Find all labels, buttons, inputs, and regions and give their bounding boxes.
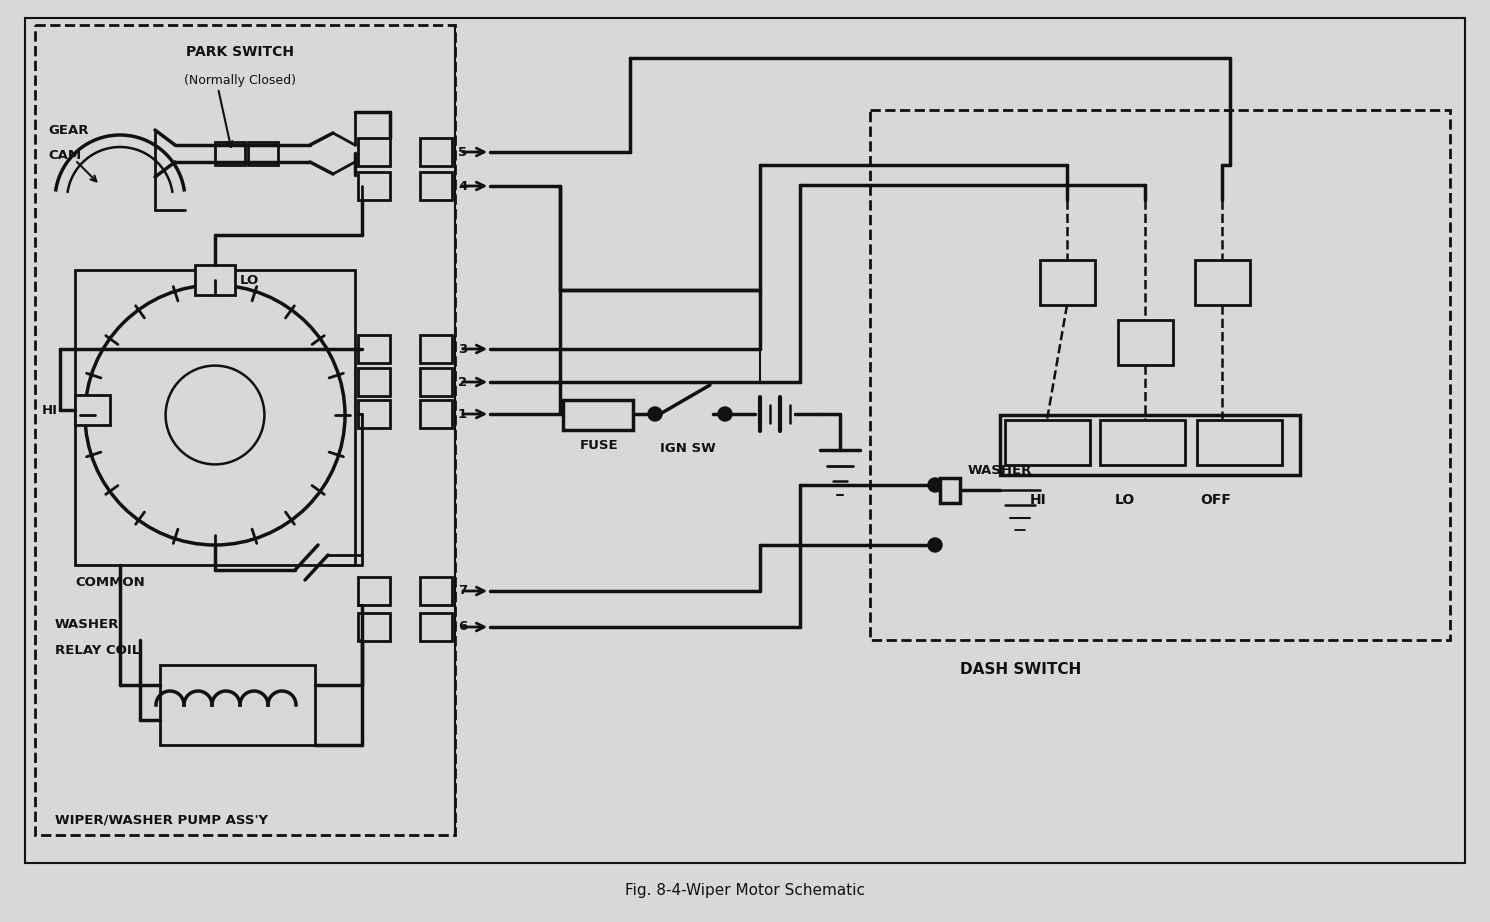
Text: HI: HI — [42, 404, 58, 417]
Bar — [1004, 420, 1091, 465]
Text: WIPER/WASHER PUMP ASS'Y: WIPER/WASHER PUMP ASS'Y — [55, 813, 268, 826]
Text: PARK SWITCH: PARK SWITCH — [186, 45, 294, 59]
Bar — [74, 395, 110, 425]
Bar — [420, 577, 451, 605]
Text: 3: 3 — [457, 342, 468, 356]
Text: IGN SW: IGN SW — [660, 442, 715, 455]
Bar — [358, 577, 390, 605]
Circle shape — [928, 538, 942, 552]
Bar — [420, 138, 451, 166]
Bar — [870, 110, 1450, 640]
Bar — [159, 665, 314, 745]
Bar — [247, 142, 279, 165]
Text: Fig. 8-4-Wiper Motor Schematic: Fig. 8-4-Wiper Motor Schematic — [624, 882, 866, 897]
Bar — [74, 270, 355, 565]
Text: CAM: CAM — [48, 148, 80, 161]
Circle shape — [648, 407, 662, 421]
Circle shape — [928, 478, 942, 492]
Text: COMMON: COMMON — [74, 575, 145, 588]
Bar — [420, 335, 451, 363]
Bar — [420, 172, 451, 200]
Bar — [1195, 260, 1250, 305]
Bar — [358, 613, 390, 641]
Bar — [358, 368, 390, 396]
Bar — [358, 172, 390, 200]
Text: 7: 7 — [457, 585, 468, 597]
Bar — [1118, 320, 1173, 365]
Bar — [563, 400, 633, 430]
Text: 6: 6 — [457, 621, 468, 633]
Text: 4: 4 — [457, 180, 468, 193]
Bar — [940, 478, 960, 503]
Text: OFF: OFF — [1199, 493, 1231, 507]
Text: 1: 1 — [457, 408, 468, 420]
Text: 5: 5 — [457, 146, 468, 159]
Bar — [420, 400, 451, 428]
Bar — [1040, 260, 1095, 305]
Bar — [215, 142, 244, 165]
Text: HI: HI — [1030, 493, 1047, 507]
Text: DASH SWITCH: DASH SWITCH — [960, 663, 1082, 678]
Text: GEAR: GEAR — [48, 124, 88, 136]
Bar — [34, 25, 454, 835]
Circle shape — [718, 407, 732, 421]
Text: WASHER: WASHER — [55, 619, 119, 632]
Text: (Normally Closed): (Normally Closed) — [183, 74, 297, 87]
Bar — [1196, 420, 1281, 465]
Bar — [1100, 420, 1185, 465]
Text: 2: 2 — [457, 375, 468, 388]
Text: FUSE: FUSE — [580, 439, 618, 452]
Text: LO: LO — [1115, 493, 1135, 507]
Text: RELAY COIL: RELAY COIL — [55, 644, 140, 656]
Text: LO: LO — [240, 274, 259, 287]
Text: WASHER: WASHER — [968, 464, 1033, 477]
Bar — [420, 613, 451, 641]
Bar — [195, 265, 235, 295]
Bar — [358, 335, 390, 363]
Bar — [420, 368, 451, 396]
Bar — [1000, 415, 1299, 475]
Bar — [358, 138, 390, 166]
Bar — [358, 400, 390, 428]
